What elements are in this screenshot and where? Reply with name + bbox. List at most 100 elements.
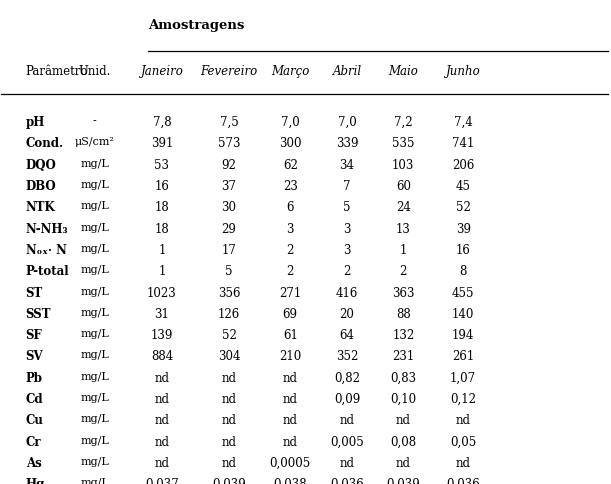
- Text: nd: nd: [283, 436, 298, 449]
- Text: 304: 304: [218, 350, 240, 363]
- Text: DBO: DBO: [26, 180, 56, 193]
- Text: 31: 31: [155, 308, 169, 321]
- Text: 7: 7: [343, 180, 351, 193]
- Text: 0,05: 0,05: [450, 436, 476, 449]
- Text: mg/L: mg/L: [80, 478, 109, 484]
- Text: Março: Março: [271, 65, 309, 78]
- Text: 884: 884: [151, 350, 173, 363]
- Text: 7,4: 7,4: [454, 116, 472, 129]
- Text: nd: nd: [396, 457, 411, 470]
- Text: Parâmetro: Parâmetro: [26, 65, 88, 78]
- Text: 103: 103: [392, 159, 414, 172]
- Text: nd: nd: [283, 414, 298, 427]
- Text: nd: nd: [155, 436, 169, 449]
- Text: NTK: NTK: [26, 201, 56, 214]
- Text: 1023: 1023: [147, 287, 177, 300]
- Text: 2: 2: [400, 265, 407, 278]
- Text: ST: ST: [26, 287, 43, 300]
- Text: 352: 352: [336, 350, 358, 363]
- Text: 7,0: 7,0: [338, 116, 356, 129]
- Text: 139: 139: [151, 329, 173, 342]
- Text: 8: 8: [459, 265, 467, 278]
- Text: SF: SF: [26, 329, 42, 342]
- Text: P-total: P-total: [26, 265, 69, 278]
- Text: Maio: Maio: [389, 65, 418, 78]
- Text: 0,82: 0,82: [334, 372, 360, 385]
- Text: 30: 30: [222, 201, 236, 214]
- Text: 0,039: 0,039: [386, 478, 420, 484]
- Text: 0,0005: 0,0005: [269, 457, 311, 470]
- Text: 5: 5: [343, 201, 351, 214]
- Text: 140: 140: [452, 308, 474, 321]
- Text: 416: 416: [336, 287, 358, 300]
- Text: 6: 6: [287, 201, 294, 214]
- Text: 1: 1: [158, 244, 166, 257]
- Text: mg/L: mg/L: [80, 308, 109, 318]
- Text: mg/L: mg/L: [80, 436, 109, 446]
- Text: Janeiro: Janeiro: [141, 65, 183, 78]
- Text: 53: 53: [155, 159, 169, 172]
- Text: SV: SV: [26, 350, 43, 363]
- Text: 132: 132: [392, 329, 414, 342]
- Text: 1: 1: [400, 244, 407, 257]
- Text: Fevereiro: Fevereiro: [200, 65, 258, 78]
- Text: nd: nd: [340, 414, 354, 427]
- Text: N-NH₃: N-NH₃: [26, 223, 68, 236]
- Text: Junho: Junho: [446, 65, 480, 78]
- Text: mg/L: mg/L: [80, 457, 109, 467]
- Text: 0,08: 0,08: [390, 436, 416, 449]
- Text: 29: 29: [222, 223, 236, 236]
- Text: 39: 39: [456, 223, 470, 236]
- Text: nd: nd: [283, 372, 298, 385]
- Text: mg/L: mg/L: [80, 265, 109, 275]
- Text: 24: 24: [396, 201, 411, 214]
- Text: 0,036: 0,036: [446, 478, 480, 484]
- Text: 0,09: 0,09: [334, 393, 360, 406]
- Text: 1: 1: [158, 265, 166, 278]
- Text: 206: 206: [452, 159, 474, 172]
- Text: 300: 300: [279, 137, 301, 151]
- Text: 69: 69: [283, 308, 298, 321]
- Text: 92: 92: [222, 159, 236, 172]
- Text: 88: 88: [396, 308, 411, 321]
- Text: Cond.: Cond.: [26, 137, 64, 151]
- Text: 18: 18: [155, 201, 169, 214]
- Text: SST: SST: [26, 308, 51, 321]
- Text: DQO: DQO: [26, 159, 56, 172]
- Text: 61: 61: [283, 329, 298, 342]
- Text: nd: nd: [456, 414, 470, 427]
- Text: 194: 194: [452, 329, 474, 342]
- Text: nd: nd: [396, 414, 411, 427]
- Text: 18: 18: [155, 223, 169, 236]
- Text: 34: 34: [340, 159, 354, 172]
- Text: mg/L: mg/L: [80, 372, 109, 382]
- Text: nd: nd: [456, 457, 470, 470]
- Text: 356: 356: [218, 287, 240, 300]
- Text: 0,10: 0,10: [390, 393, 416, 406]
- Text: nd: nd: [155, 414, 169, 427]
- Text: Hg: Hg: [26, 478, 45, 484]
- Text: nd: nd: [222, 372, 236, 385]
- Text: mg/L: mg/L: [80, 329, 109, 339]
- Text: 231: 231: [392, 350, 414, 363]
- Text: Abril: Abril: [332, 65, 362, 78]
- Text: 0,039: 0,039: [212, 478, 246, 484]
- Text: 455: 455: [452, 287, 474, 300]
- Text: 271: 271: [279, 287, 301, 300]
- Text: 60: 60: [396, 180, 411, 193]
- Text: Unid.: Unid.: [79, 65, 111, 78]
- Text: 7,8: 7,8: [153, 116, 171, 129]
- Text: 3: 3: [343, 244, 351, 257]
- Text: 1,07: 1,07: [450, 372, 476, 385]
- Text: mg/L: mg/L: [80, 244, 109, 254]
- Text: Amostragens: Amostragens: [148, 19, 245, 32]
- Text: mg/L: mg/L: [80, 287, 109, 297]
- Text: mg/L: mg/L: [80, 223, 109, 233]
- Text: 2: 2: [287, 244, 294, 257]
- Text: nd: nd: [222, 393, 236, 406]
- Text: 64: 64: [340, 329, 354, 342]
- Text: mg/L: mg/L: [80, 159, 109, 169]
- Text: 37: 37: [222, 180, 236, 193]
- Text: nd: nd: [222, 457, 236, 470]
- Text: 0,038: 0,038: [273, 478, 307, 484]
